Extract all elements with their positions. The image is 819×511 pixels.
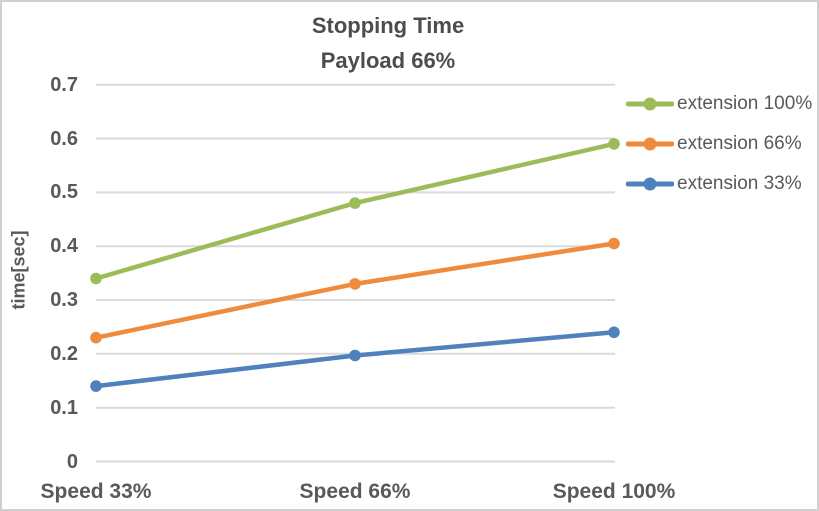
data-point-marker	[349, 349, 361, 362]
y-tick-label: 0.6	[50, 128, 78, 150]
data-point-marker	[608, 326, 620, 339]
data-point-marker	[608, 237, 620, 250]
y-tick-label: 0.2	[50, 343, 78, 365]
legend-line-marker-icon	[626, 137, 674, 151]
y-tick-label: 0.7	[50, 74, 78, 96]
data-point-marker	[90, 272, 102, 285]
y-tick-label: 0.3	[50, 289, 78, 311]
chart-title-line1: Stopping Time	[311, 13, 465, 38]
x-category-label: Speed 33%	[40, 480, 152, 503]
y-tick-label: 0.5	[50, 181, 78, 203]
chart-title: Stopping Time Payload 66%	[312, 8, 464, 78]
y-tick-label: 0	[66, 451, 78, 473]
x-category-label: Speed 100%	[552, 480, 676, 503]
y-tick-label: 0.1	[50, 397, 78, 419]
chart-title-line2: Payload 66%	[320, 48, 456, 73]
data-point-marker	[349, 197, 361, 209]
legend-label: extension 66%	[677, 133, 802, 154]
legend-item: extension 100%	[626, 91, 812, 117]
data-point-marker	[608, 138, 620, 150]
data-point-marker	[90, 331, 102, 344]
data-point-marker	[349, 278, 361, 290]
legend-line-marker-icon	[626, 97, 674, 111]
series-line	[93, 141, 617, 281]
legend-label: extension 33%	[677, 173, 802, 194]
x-category-label: Speed 66%	[299, 480, 411, 503]
legend-label: extension 100%	[677, 93, 813, 114]
legend-item: extension 66%	[626, 131, 802, 157]
legend-line-marker-icon	[626, 177, 674, 191]
data-point-marker	[90, 380, 102, 392]
y-tick-label: 0.4	[50, 235, 78, 257]
legend-item: extension 33%	[626, 171, 802, 197]
